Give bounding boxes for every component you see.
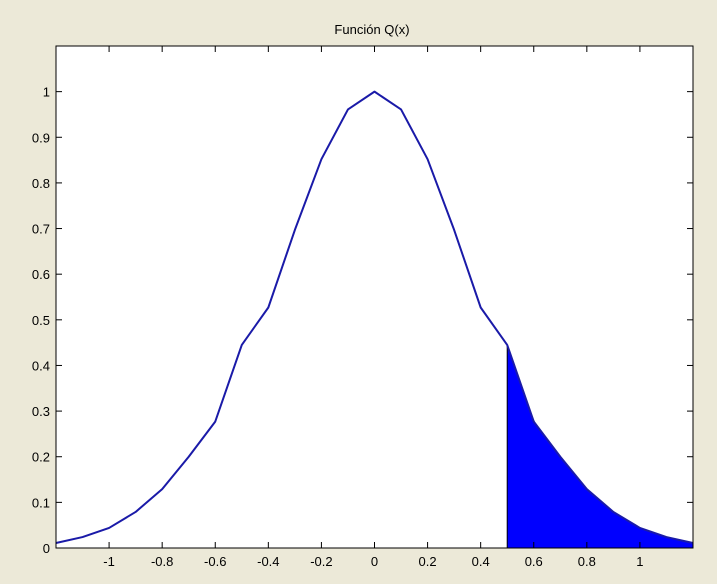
y-tick-label: 0.4 (32, 358, 50, 373)
y-tick-label: 0.8 (32, 176, 50, 191)
x-tick-label: 0.2 (419, 554, 437, 569)
x-tick-label: 1 (636, 554, 643, 569)
y-tick-label: 0.5 (32, 313, 50, 328)
x-tick-label: 0 (371, 554, 378, 569)
chart-title: Función Q(x) (334, 22, 409, 37)
x-tick-label: 0.8 (578, 554, 596, 569)
x-tick-label: -1 (103, 554, 115, 569)
y-tick-label: 0.6 (32, 267, 50, 282)
x-tick-label: 0.4 (472, 554, 490, 569)
y-axis: 0 0.1 0.2 0.3 0.4 0.5 0.6 0.7 0.8 0.9 1 (32, 85, 693, 556)
y-tick-label: 0.1 (32, 495, 50, 510)
y-tick-label: 0.3 (32, 404, 50, 419)
x-axis: -1 -0.8 -0.6 -0.4 -0.2 0 0.2 0.4 0.6 0.8 1 (103, 46, 644, 569)
y-tick-label: 0 (43, 541, 50, 556)
x-tick-label: 0.6 (525, 554, 543, 569)
y-tick-label: 0.9 (32, 130, 50, 145)
q-function-curve (55, 90, 694, 544)
y-tick-label: 0.7 (32, 222, 50, 237)
y-tick-label: 1 (43, 85, 50, 100)
x-tick-label: -0.2 (310, 554, 332, 569)
x-tick-label: -0.6 (204, 554, 226, 569)
x-tick-label: -0.8 (151, 554, 173, 569)
y-tick-label: 0.2 (32, 450, 50, 465)
x-tick-label: -0.4 (257, 554, 279, 569)
plot-area (56, 46, 693, 548)
curve-layer (55, 90, 694, 544)
